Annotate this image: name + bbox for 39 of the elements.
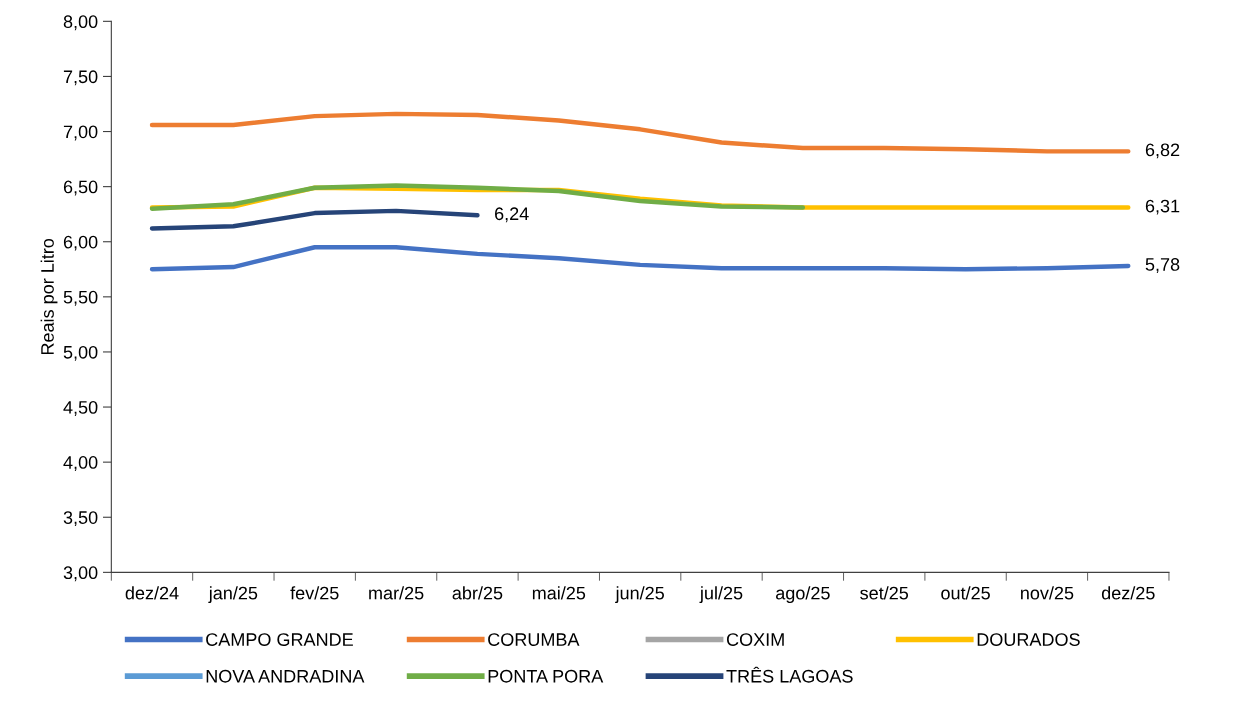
x-tick-label: jul/25 [699,586,743,604]
y-tick-label: 3,00 [63,566,98,582]
x-tick-label: ago/25 [776,586,830,604]
legend-label: PONTA PORA [488,669,604,683]
x-tick-label: mar/25 [369,586,424,600]
data-label: 6,31 [1145,199,1180,215]
x-tick-label: dez/24 [125,586,179,600]
y-tick-label: 8,00 [63,15,98,31]
x-tick-label: nov/25 [1021,586,1074,600]
y-tick-label: 5,00 [63,345,98,361]
legend-label: COXIM [726,633,784,646]
y-tick-label: 6,50 [63,180,98,196]
x-tick-label: abr/25 [452,586,503,600]
data-label: 6,24 [495,207,529,223]
x-tick-label: mai/25 [532,586,586,600]
y-axis-title: Reais por Litro [40,238,58,355]
x-tick-label: fev/25 [290,586,339,600]
x-tick-label: jun/25 [615,586,664,604]
y-tick-label: 3,50 [63,511,98,527]
x-tick-label: jan/25 [208,586,258,604]
line-series [149,111,1131,154]
x-tick-label: dez/25 [1101,586,1155,600]
x-tick-label: set/25 [860,586,909,600]
data-label: 5,78 [1145,258,1180,273]
y-tick-label: 4,50 [63,400,98,416]
legend-label: TRÊS LAGOAS [726,666,853,683]
line-series [149,208,480,231]
y-tick-label: 6,00 [63,235,98,251]
y-tick-label: 7,50 [63,70,98,86]
line-series [149,245,1131,272]
data-label: 6,82 [1145,143,1180,159]
y-tick-label: 5,50 [63,290,98,306]
legend-label: NOVA ANDRADINA [206,669,365,683]
legend-label: CORUMBA [488,633,580,646]
x-tick-label: out/25 [941,586,990,600]
y-tick-label: 4,00 [63,456,98,471]
y-tick-label: 7,00 [63,125,98,141]
legend-label: CAMPO GRANDE [206,633,353,646]
legend-label: DOURADOS [977,633,1080,646]
